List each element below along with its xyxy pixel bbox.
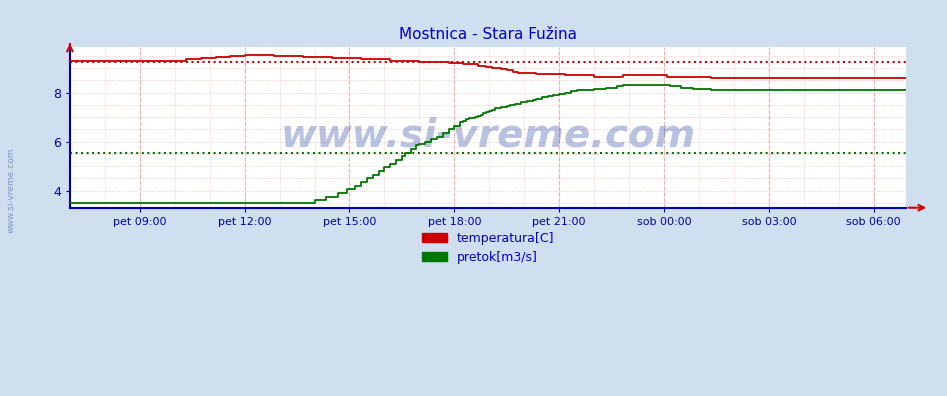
Text: www.si-vreme.com: www.si-vreme.com <box>280 116 695 154</box>
Text: www.si-vreme.com: www.si-vreme.com <box>7 147 16 233</box>
Title: Mostnica - Stara Fužina: Mostnica - Stara Fužina <box>399 27 577 42</box>
Legend: temperatura[C], pretok[m3/s]: temperatura[C], pretok[m3/s] <box>417 227 559 269</box>
